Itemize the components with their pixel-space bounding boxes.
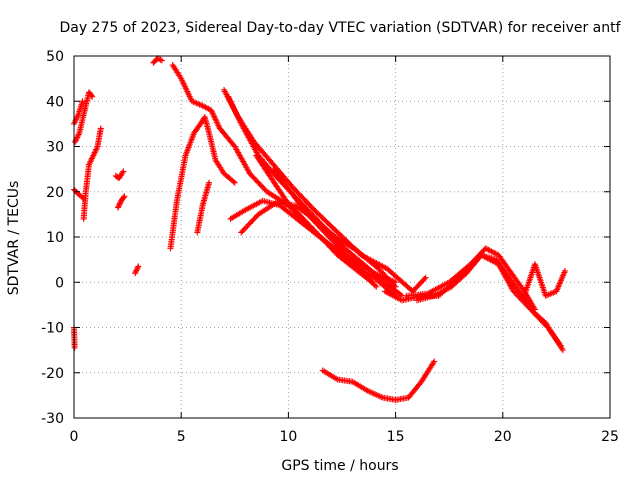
- x-tick-label: 25: [601, 429, 619, 445]
- data-point-marker: [556, 341, 563, 348]
- data-point-marker: [231, 179, 238, 186]
- x-tick-label: 10: [279, 429, 297, 445]
- data-point-marker: [372, 282, 379, 289]
- data-points: [71, 55, 568, 403]
- data-point-marker: [158, 57, 165, 64]
- y-tick-label: 0: [55, 275, 64, 291]
- data-point-marker: [116, 200, 123, 207]
- y-tick-label: -30: [41, 411, 64, 427]
- y-tick-label: 40: [46, 94, 64, 110]
- x-tick-label: 15: [387, 429, 405, 445]
- x-tick-label: 20: [494, 429, 512, 445]
- series-t2: [72, 89, 96, 145]
- series-t21: [414, 252, 564, 349]
- y-tick-label: -10: [41, 321, 64, 337]
- series-t7: [114, 193, 128, 211]
- series-t12: [194, 179, 213, 236]
- series-t9: [150, 55, 165, 66]
- y-tick-label: -20: [41, 366, 64, 382]
- data-point-marker: [119, 169, 126, 176]
- series-t22: [521, 261, 568, 299]
- y-tick-label: 20: [46, 185, 64, 201]
- data-point-marker: [135, 263, 142, 270]
- data-point-marker: [422, 274, 429, 281]
- y-tick-label: 30: [46, 140, 64, 156]
- data-point-marker: [157, 56, 164, 63]
- series-t23: [319, 358, 438, 403]
- data-point-marker: [134, 266, 141, 273]
- x-tick-label: 5: [177, 429, 186, 445]
- data-point-marker: [116, 201, 123, 208]
- y-axis-label: SDTVAR / TECUs: [6, 181, 22, 296]
- data-point-marker: [71, 344, 78, 351]
- data-point-marker: [561, 267, 568, 274]
- data-point-marker: [120, 194, 127, 201]
- series-t4: [80, 125, 104, 222]
- data-point-marker: [97, 125, 104, 132]
- data-point-marker: [89, 93, 96, 100]
- data-point-marker: [431, 358, 438, 365]
- data-point-marker: [132, 268, 139, 275]
- data-point-marker: [79, 98, 86, 105]
- series-t8: [132, 263, 142, 277]
- y-tick-label: 50: [46, 49, 64, 65]
- data-point-marker: [120, 168, 127, 175]
- y-tick-label: 10: [46, 230, 64, 246]
- data-point-marker: [230, 178, 237, 185]
- series-t18: [270, 166, 380, 290]
- data-point-marker: [391, 282, 398, 289]
- data-point-marker: [206, 179, 213, 186]
- axis-ticks: 0 5 10 15 20 25 -30 -20 -10 0 10 20 30 40 50: [41, 49, 619, 445]
- chart-title: Day 275 of 2023, Sidereal Day-to-day VTE…: [59, 20, 621, 36]
- data-point-marker: [114, 204, 121, 211]
- data-point-marker: [134, 264, 141, 271]
- data-point-marker: [133, 267, 140, 274]
- data-point-marker: [121, 193, 128, 200]
- data-point-marker: [392, 283, 399, 290]
- data-point-marker: [373, 283, 380, 290]
- data-point-marker: [132, 270, 139, 277]
- series-t6: [112, 168, 127, 182]
- x-axis-label: GPS time / hours: [281, 458, 398, 474]
- data-point-marker: [88, 92, 95, 99]
- x-tick-label: 0: [70, 429, 79, 445]
- data-point-marker: [559, 347, 566, 354]
- data-point-marker: [79, 194, 86, 201]
- data-point-marker: [115, 203, 122, 210]
- data-point-marker: [557, 342, 564, 349]
- series-t11: [167, 114, 238, 252]
- data-point-marker: [421, 275, 428, 282]
- series-t17: [253, 152, 376, 286]
